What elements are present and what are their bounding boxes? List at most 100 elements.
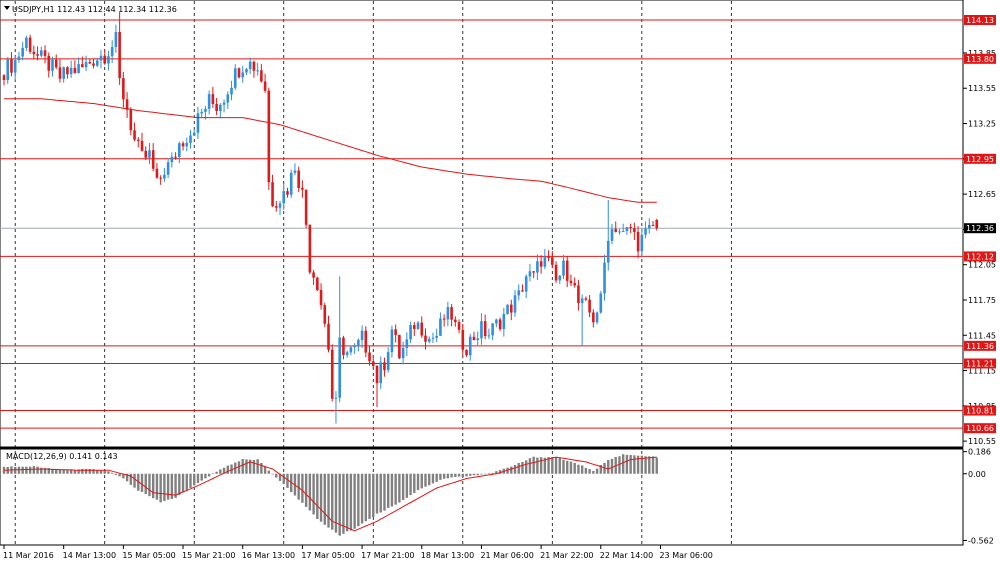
candle-bear [565,260,569,281]
time-tick-label: 22 Mar 14:00 [600,551,653,560]
candle-bull [401,348,405,359]
macd-bar [222,467,226,474]
candle-bull [640,234,644,252]
macd-bar [547,457,550,474]
candle-bull [468,336,472,356]
candle-bull [625,227,629,232]
candle-bull [528,271,532,277]
candle-bull [334,397,338,399]
macd-bar [114,473,118,475]
level-tag-bg [964,14,996,25]
macd-bar [580,465,584,474]
time-tick-label: 17 Mar 21:00 [361,551,414,560]
macd-bar [513,464,517,474]
candle-bull [409,325,412,340]
level-tag-bg [964,358,996,369]
macd-bar [633,455,636,474]
candle-bear [521,290,524,292]
candle-bear [498,319,502,330]
time-tick-label: 18 Mar 13:00 [421,551,474,560]
horizontal-levels[interactable] [0,19,963,429]
candle-bull [487,335,491,337]
level-tags: 114.13 113.80 112.95 112.12 111.36 111.21 110.… [964,14,996,434]
macd-bar [435,473,438,482]
ma-line [4,98,657,203]
macd-bar [450,473,453,478]
macd-bar [133,473,136,488]
candle-bull [84,62,88,68]
macd-bar [573,463,576,474]
price-tick-label: 111.15 [968,367,996,376]
candle-bear [483,321,487,337]
macd-bar [267,470,271,474]
macd-bar [629,455,632,474]
macd-bar [66,469,69,474]
macd-bar [349,473,353,531]
symbol-dropdown-icon[interactable] [4,6,10,10]
candle-bull [40,50,43,56]
macd-bar [491,472,494,474]
time-tick-label: 15 Mar 21:00 [182,551,235,560]
candle-bull [13,60,17,73]
candle-bull [502,313,506,330]
macd-bar [25,466,28,474]
candle-bull [606,240,610,263]
macd-bar [200,473,203,481]
candle-bear [577,285,580,304]
candle-bear [461,329,465,350]
candle-bear [136,139,140,141]
macd-bar [36,466,39,474]
candle-bull [495,319,498,324]
candle-bear [47,55,51,71]
candle-bear [144,150,148,158]
candle-bear [263,81,267,91]
candle-bear [509,304,513,313]
macd-bar [345,473,349,532]
candle-bear [539,261,543,267]
macd-bar [204,473,207,479]
macd-bar [304,473,308,507]
macd-bar [77,469,80,474]
macd-bar [245,459,248,474]
macd-tick-label: 0.186 [968,448,991,457]
candle-bull [114,32,118,47]
candle-bear [58,67,62,79]
macd-bar [286,473,289,488]
candles [2,11,659,424]
candle-bull [200,111,203,114]
macd-bar [256,459,259,474]
macd-bar [334,473,338,533]
macd-bar [163,473,166,501]
macd-bar [551,457,554,474]
candle-bull [21,47,24,57]
candle-bull [491,323,494,336]
time-axis[interactable]: 11 Mar 2016 14 Mar 13:00 15 Mar 05:00 15 Ma… [3,545,713,560]
macd-bar [69,469,73,474]
macd-bar [152,473,155,499]
macd-bar [84,468,88,474]
candle-bear [413,325,416,329]
candle-bull [536,261,539,273]
candle-bull [69,67,73,75]
macd-tick-label: -0.562 [968,536,994,545]
candle-bull [245,69,248,73]
macd-bar [409,473,412,496]
candle-bull [543,256,547,267]
macd-bar [364,473,368,522]
macd-bar [405,473,409,498]
candle-bull [282,191,286,204]
macd-bar [595,468,599,474]
candle-bull [427,338,431,342]
price-tick-label: 113.85 [968,49,996,58]
macd-bar [301,473,304,503]
candle-bear [327,323,330,350]
macd-bar [308,473,312,511]
candle-bear [554,264,558,281]
macd-bar [312,473,315,515]
candle-bear [252,61,256,71]
macd-bar [144,473,147,494]
candle-bull [618,231,621,233]
candle-bull [580,298,584,304]
macd-bar [375,473,379,514]
